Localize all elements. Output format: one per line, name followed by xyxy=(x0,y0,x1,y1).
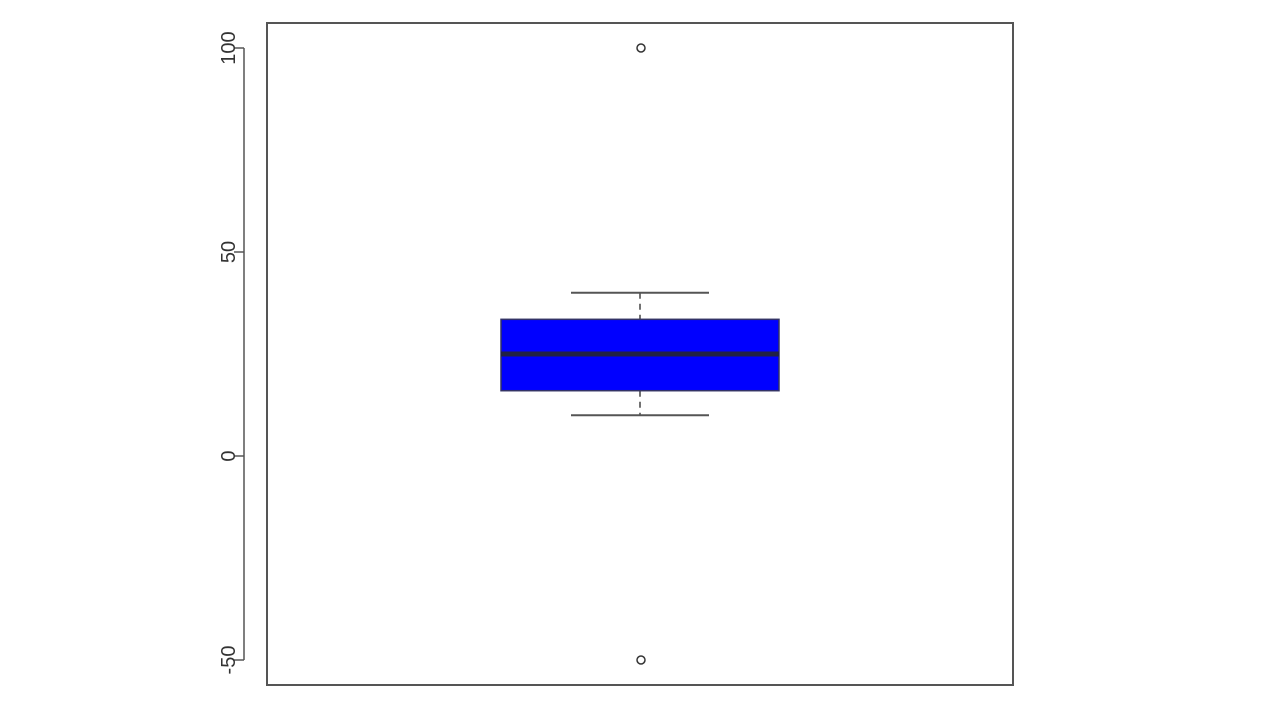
outlier-point xyxy=(636,43,646,53)
y-tick-label: 100 xyxy=(218,31,240,64)
outlier-point xyxy=(636,655,646,665)
y-tick-label: -50 xyxy=(218,646,240,675)
y-axis-ticks: -50 0 50 100 xyxy=(218,31,244,674)
outliers-group xyxy=(636,43,646,665)
box-group xyxy=(500,291,780,417)
plot-frame xyxy=(266,22,1014,686)
y-tick-label: 50 xyxy=(218,241,240,263)
y-tick-label: 0 xyxy=(218,450,240,461)
